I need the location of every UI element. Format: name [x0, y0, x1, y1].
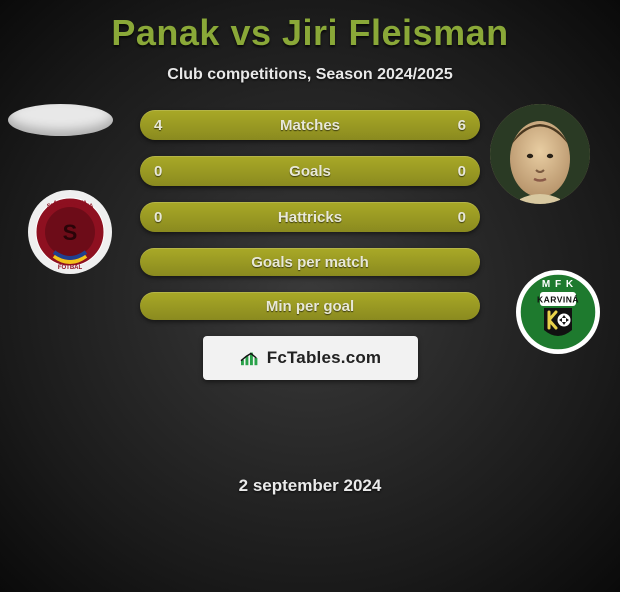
stat-row-goals-per-match: Goals per match	[140, 248, 480, 276]
stat-row-matches: 4 Matches 6	[140, 110, 480, 140]
svg-text:AC SPARTA: AC SPARTA	[53, 201, 88, 207]
right-player-photo	[490, 104, 590, 204]
date-label: 2 september 2024	[0, 476, 620, 496]
svg-text:FOTBAL: FOTBAL	[58, 265, 83, 271]
stat-label: Goals	[289, 163, 331, 180]
face-placeholder-icon	[490, 104, 590, 204]
bars-icon	[239, 349, 261, 367]
stat-row-min-per-goal: Min per goal	[140, 292, 480, 320]
right-club-logo: M F K KARVINÁ	[516, 270, 600, 354]
svg-text:S: S	[63, 220, 78, 245]
left-player-photo	[8, 104, 113, 136]
brand-label: FcTables.com	[267, 348, 382, 368]
svg-text:KARVINÁ: KARVINÁ	[537, 295, 579, 305]
stat-label: Min per goal	[266, 298, 354, 315]
sparta-logo-icon: SPARTA PRAHA AC SPARTA S FOTBAL	[28, 190, 112, 274]
stat-row-goals: 0 Goals 0	[140, 156, 480, 186]
page-title: Panak vs Jiri Fleisman	[0, 12, 620, 54]
karvina-logo-icon: M F K KARVINÁ	[516, 270, 600, 354]
stat-left-value: 0	[154, 209, 162, 226]
left-club-logo: SPARTA PRAHA AC SPARTA S FOTBAL	[28, 190, 112, 274]
comparison-panel: SPARTA PRAHA AC SPARTA S FOTBAL M F K	[0, 114, 620, 454]
stat-right-value: 0	[458, 163, 466, 180]
source-badge[interactable]: FcTables.com	[203, 336, 418, 380]
stat-right-value: 0	[458, 209, 466, 226]
stat-label: Hattricks	[278, 209, 342, 226]
stat-left-value: 0	[154, 163, 162, 180]
stat-right-value: 6	[458, 117, 466, 134]
stat-left-value: 4	[154, 117, 162, 134]
stat-label: Goals per match	[251, 254, 369, 271]
svg-text:M F K: M F K	[542, 279, 574, 290]
subtitle: Club competitions, Season 2024/2025	[0, 66, 620, 84]
stat-rows: 4 Matches 6 0 Goals 0 0 Hattricks 0 Goal…	[140, 110, 480, 380]
stat-row-hattricks: 0 Hattricks 0	[140, 202, 480, 232]
stat-label: Matches	[280, 117, 340, 134]
